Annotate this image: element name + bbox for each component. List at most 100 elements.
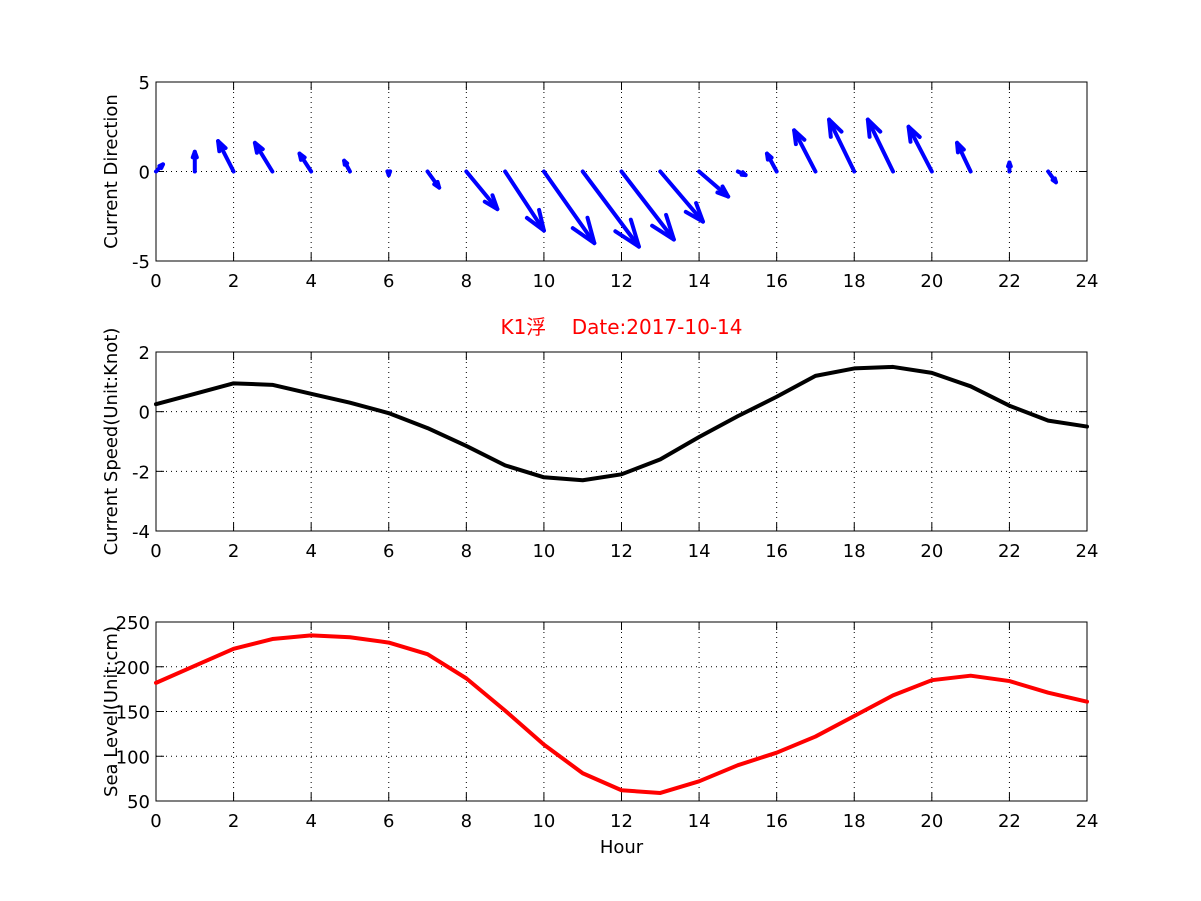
x-tick-label: 8 xyxy=(461,811,472,832)
current-arrow xyxy=(297,151,314,174)
x-tick-label: 16 xyxy=(765,271,788,292)
current-arrow xyxy=(1046,169,1058,185)
arrow-shaft xyxy=(464,169,500,212)
series-line xyxy=(154,364,1089,483)
y-tick-label: 0 xyxy=(139,163,150,184)
arrow-head xyxy=(955,140,966,155)
arrow-shaft xyxy=(503,169,546,233)
current-arrow xyxy=(865,117,896,174)
arrow-head xyxy=(190,149,199,160)
current-arrow xyxy=(619,169,676,242)
arrow-shaft xyxy=(792,128,818,174)
arrow-head xyxy=(764,151,774,162)
y-tick-label: -2 xyxy=(132,462,150,483)
current-arrow xyxy=(252,140,275,174)
x-tick-label: 0 xyxy=(150,541,161,562)
arrow-shaft xyxy=(865,117,896,174)
current-arrow xyxy=(735,169,748,178)
arrow-head xyxy=(297,151,307,162)
x-tick-label: 18 xyxy=(843,541,866,562)
arrow-shaft xyxy=(541,169,597,246)
arrow-head xyxy=(216,139,228,154)
arrow-head xyxy=(385,169,393,178)
x-tick-label: 10 xyxy=(532,271,555,292)
x-tick-label: 24 xyxy=(1076,541,1099,562)
x-tick-label: 24 xyxy=(1076,271,1099,292)
y-axis-label: Current Direction xyxy=(101,94,122,249)
arrow-head xyxy=(683,201,705,224)
x-tick-label: 14 xyxy=(688,271,711,292)
x-tick-label: 20 xyxy=(920,811,943,832)
arrow-shaft xyxy=(906,124,934,174)
arrow-head xyxy=(1050,176,1058,185)
x-tick-label: 18 xyxy=(843,811,866,832)
x-tick-label: 2 xyxy=(228,811,239,832)
x-tick-label: 18 xyxy=(843,271,866,292)
x-tick-label: 6 xyxy=(383,271,394,292)
x-tick-label: 22 xyxy=(998,811,1021,832)
x-tick-label: 4 xyxy=(305,541,316,562)
current-arrow xyxy=(154,162,165,174)
series-line xyxy=(154,633,1089,795)
arrow-head xyxy=(650,212,676,242)
x-tick-label: 20 xyxy=(920,271,943,292)
current-arrow xyxy=(827,117,857,174)
y-tick-label: 0 xyxy=(139,403,150,424)
y-tick-label: 50 xyxy=(127,792,150,813)
x-tick-label: 14 xyxy=(688,541,711,562)
y-axis-label: Sea Level(Unit:cm) xyxy=(101,626,122,797)
x-tick-label: 2 xyxy=(228,271,239,292)
x-tick-label: 12 xyxy=(610,271,633,292)
current-arrow xyxy=(906,124,934,174)
x-tick-label: 4 xyxy=(305,811,316,832)
x-tick-label: 0 xyxy=(150,271,161,292)
current-arrow xyxy=(541,169,597,246)
current-arrow xyxy=(425,169,442,190)
arrow-shaft xyxy=(658,169,705,224)
y-axis-label: Current Speed(Unit:Knot) xyxy=(101,328,122,556)
y-tick-label: -5 xyxy=(132,252,150,273)
arrow-shaft xyxy=(619,169,676,242)
current-arrow xyxy=(216,139,236,174)
current-arrow xyxy=(580,169,641,249)
chart-title: K1浮 Date:2017-10-14 xyxy=(500,315,742,339)
y-tick-label: 2 xyxy=(139,343,150,364)
arrow-head xyxy=(792,128,807,147)
current-arrow xyxy=(503,169,546,233)
x-tick-label: 10 xyxy=(532,541,555,562)
current-arrow xyxy=(697,169,731,199)
arrow-head xyxy=(570,215,597,246)
x-tick-label: 4 xyxy=(305,271,316,292)
x-tick-label: 8 xyxy=(461,271,472,292)
arrow-head xyxy=(342,158,350,167)
y-tick-label: 5 xyxy=(139,73,150,94)
arrow-head xyxy=(1006,160,1013,169)
current-arrow xyxy=(1006,160,1013,174)
x-tick-label: 8 xyxy=(461,541,472,562)
x-tick-label: 16 xyxy=(765,541,788,562)
x-tick-label: 16 xyxy=(765,811,788,832)
y-tick-label: 200 xyxy=(116,658,150,679)
x-tick-label: 2 xyxy=(228,541,239,562)
current-arrow xyxy=(792,128,818,174)
arrow-head xyxy=(715,184,731,199)
arrow-head xyxy=(482,193,500,212)
arrow-head xyxy=(524,207,546,233)
arrow-shaft xyxy=(580,169,641,249)
x-tick-label: 14 xyxy=(688,811,711,832)
arrow-head xyxy=(613,217,641,249)
current-arrow xyxy=(658,169,705,224)
x-tick-label: 12 xyxy=(610,541,633,562)
arrow-head xyxy=(906,124,922,144)
current-arrow xyxy=(385,169,393,178)
current-arrow xyxy=(764,151,779,174)
x-tick-label: 10 xyxy=(532,811,555,832)
arrow-head xyxy=(157,162,165,170)
y-tick-label: 100 xyxy=(116,747,150,768)
arrow-head xyxy=(432,179,442,190)
x-tick-label: 0 xyxy=(150,811,161,832)
x-tick-label: 6 xyxy=(383,811,394,832)
